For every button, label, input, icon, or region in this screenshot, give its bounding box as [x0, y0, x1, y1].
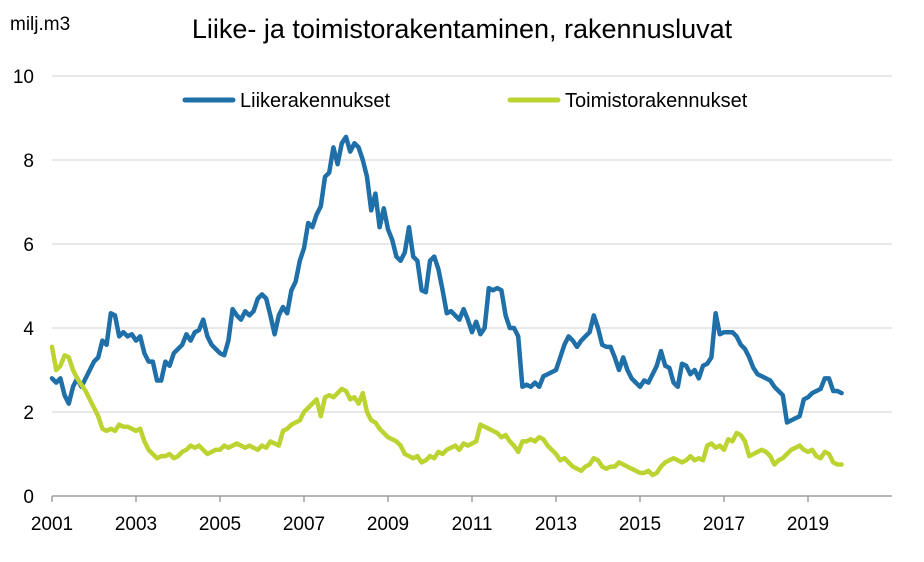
- series-line-1: [49, 134, 844, 425]
- y-tick-label: 10: [13, 67, 34, 88]
- x-tick-label: 2013: [535, 514, 577, 535]
- x-tick-label: 2005: [199, 514, 241, 535]
- y-tick-label: 0: [23, 487, 34, 508]
- series-lines: [49, 134, 844, 478]
- y-tick-label: 6: [23, 235, 34, 256]
- x-tick-label: 2015: [619, 514, 661, 535]
- y-tick-label: 8: [23, 151, 34, 172]
- y-tick-labels: 0 2 4 6 8 10: [13, 67, 35, 508]
- legend-label: Liikerakennukset: [240, 90, 391, 112]
- x-tick-label: 2007: [283, 514, 325, 535]
- y-tick-label: 4: [23, 319, 34, 340]
- x-tick-label: 2017: [703, 514, 745, 535]
- x-tick-label: 2019: [787, 514, 829, 535]
- chart-title: Liike- ja toimistorakentaminen, rakennus…: [191, 14, 733, 44]
- x-tick-label: 2003: [115, 514, 157, 535]
- y-axis-unit-label: milj.m3: [10, 14, 71, 35]
- x-tick-label: 2001: [31, 514, 73, 535]
- gridlines: [51, 75, 892, 502]
- x-tick-label: 2009: [367, 514, 409, 535]
- legend-label: Toimistorakennukset: [565, 90, 748, 112]
- legend: Liikerakennukset Toimistorakennukset: [182, 90, 748, 112]
- y-tick-label: 2: [23, 403, 34, 424]
- x-tick-labels: 2001 2003 2005 2007 2009 2011 2013 2015 2017 2019: [31, 514, 829, 535]
- series-line-2: [49, 344, 844, 478]
- x-tick-label: 2011: [452, 514, 493, 535]
